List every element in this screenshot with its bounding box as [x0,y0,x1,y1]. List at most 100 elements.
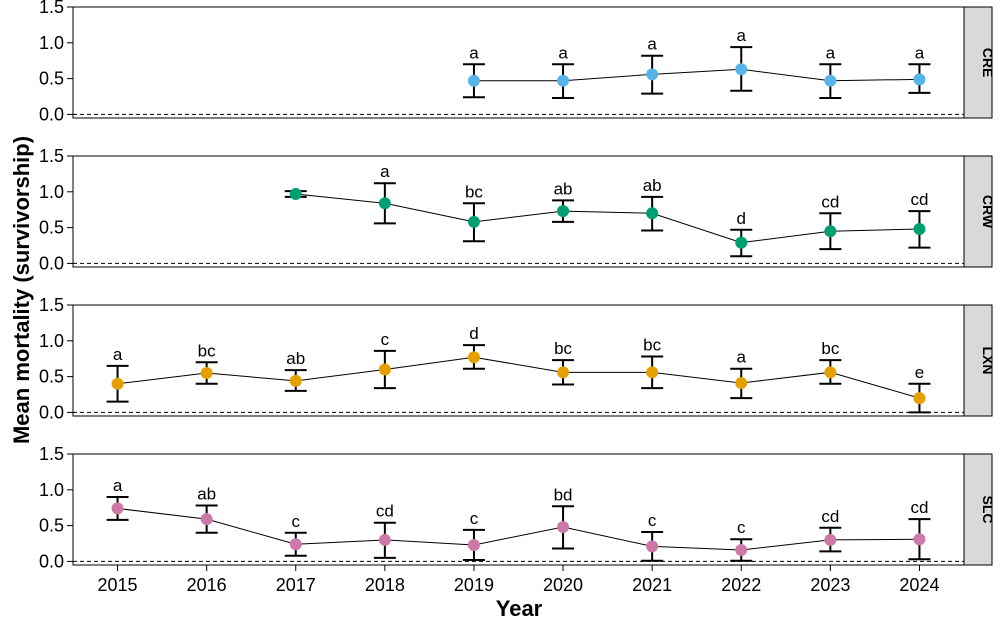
significance-label: a [737,348,747,367]
significance-label: cd [821,507,839,526]
panel-crw: CRW 0.0 0.5 1.0 1.5 a bc ab ab d cd cd [39,146,996,273]
data-point [735,377,748,390]
significance-label: a [113,345,123,364]
series-line [473,68,920,82]
data-point [913,223,926,236]
significance-label: a [826,43,836,62]
panel-frame [72,6,965,119]
significance-label: a [737,26,747,45]
data-point [646,207,659,220]
y-tick-label: 0.0 [39,551,64,571]
significance-label: bc [554,339,572,358]
significance-label: bc [643,336,661,355]
data-point [557,521,570,534]
y-tick-label: 1.5 [39,146,64,166]
data-point [824,225,837,238]
data-point [557,74,570,87]
y-tick-label: 1.0 [39,33,64,53]
data-point [111,502,124,515]
data-point [289,538,302,551]
y-tick-label: 1.5 [39,0,64,17]
significance-label: c [381,330,390,349]
data-point [735,236,748,249]
series-line [117,356,920,399]
data-point [200,513,213,526]
x-axis: 2015 2016 2017 2018 2019 2020 2021 2022 2023 2024 [98,565,939,595]
data-point [913,392,926,405]
data-point [913,73,926,86]
data-point [467,74,480,87]
data-point [289,187,302,200]
significance-label: cd [910,498,928,517]
data-point [111,377,124,390]
data-point [646,68,659,81]
data-point [913,533,926,546]
significance-label: cd [910,190,928,209]
data-point [646,366,659,379]
data-point [824,74,837,87]
significance-label: ab [197,485,216,504]
y-tick-label: 0.0 [39,253,64,273]
x-tick-label: 2015 [98,575,138,595]
significance-label: a [380,162,390,181]
data-point [557,366,570,379]
x-tick-label: 2024 [899,575,939,595]
x-tick-label: 2020 [543,575,583,595]
data-point [378,197,391,210]
y-tick-label: 0.0 [39,104,64,124]
y-tick-label: 0.5 [39,218,64,238]
x-tick-label: 2018 [365,575,405,595]
significance-label: a [915,43,925,62]
data-point [557,205,570,218]
significance-label: bd [554,485,573,504]
significance-label: a [469,43,479,62]
panel-strip-label: SLC [980,496,996,524]
y-tick-label: 0.0 [39,402,64,422]
data-point [378,533,391,546]
x-tick-label: 2021 [632,575,672,595]
data-point [646,540,659,553]
significance-label: c [648,511,657,530]
significance-label: bc [198,341,216,360]
x-tick-label: 2023 [810,575,850,595]
panel-strip-label: CRW [980,195,996,229]
data-point [824,366,837,379]
x-tick-label: 2016 [187,575,227,595]
significance-label: c [470,509,479,528]
significance-label: ab [286,349,305,368]
x-tick-label: 2022 [721,575,761,595]
y-tick-label: 1.0 [39,182,64,202]
x-axis-title: Year [496,596,543,621]
significance-label: d [737,209,746,228]
significance-label: a [113,476,123,495]
panel-frame [72,155,965,268]
panel-strip-label: LXN [980,347,996,375]
data-point [200,367,213,380]
significance-label: bc [821,339,839,358]
data-point [735,543,748,556]
significance-label: c [292,512,301,531]
significance-label: bc [465,182,483,201]
data-point [467,215,480,228]
y-axis-title: Mean mortality (survivorship) [9,136,34,444]
panel-slc: SLC 0.0 0.5 1.0 1.5 a ab c cd c bd c c cd cd [39,444,996,571]
data-point [824,533,837,546]
panel-strip [963,155,993,268]
y-tick-label: 1.0 [39,331,64,351]
data-point [467,351,480,364]
significance-label: d [469,324,478,343]
data-point [378,363,391,376]
significance-label: c [737,518,746,537]
series-line [117,507,920,551]
significance-label: a [558,43,568,62]
significance-label: cd [821,192,839,211]
significance-label: a [647,35,657,54]
series-line [295,193,920,244]
y-tick-label: 0.5 [39,69,64,89]
y-tick-label: 1.0 [39,480,64,500]
data-point [467,538,480,551]
significance-label: cd [376,502,394,521]
y-tick-label: 1.5 [39,444,64,464]
